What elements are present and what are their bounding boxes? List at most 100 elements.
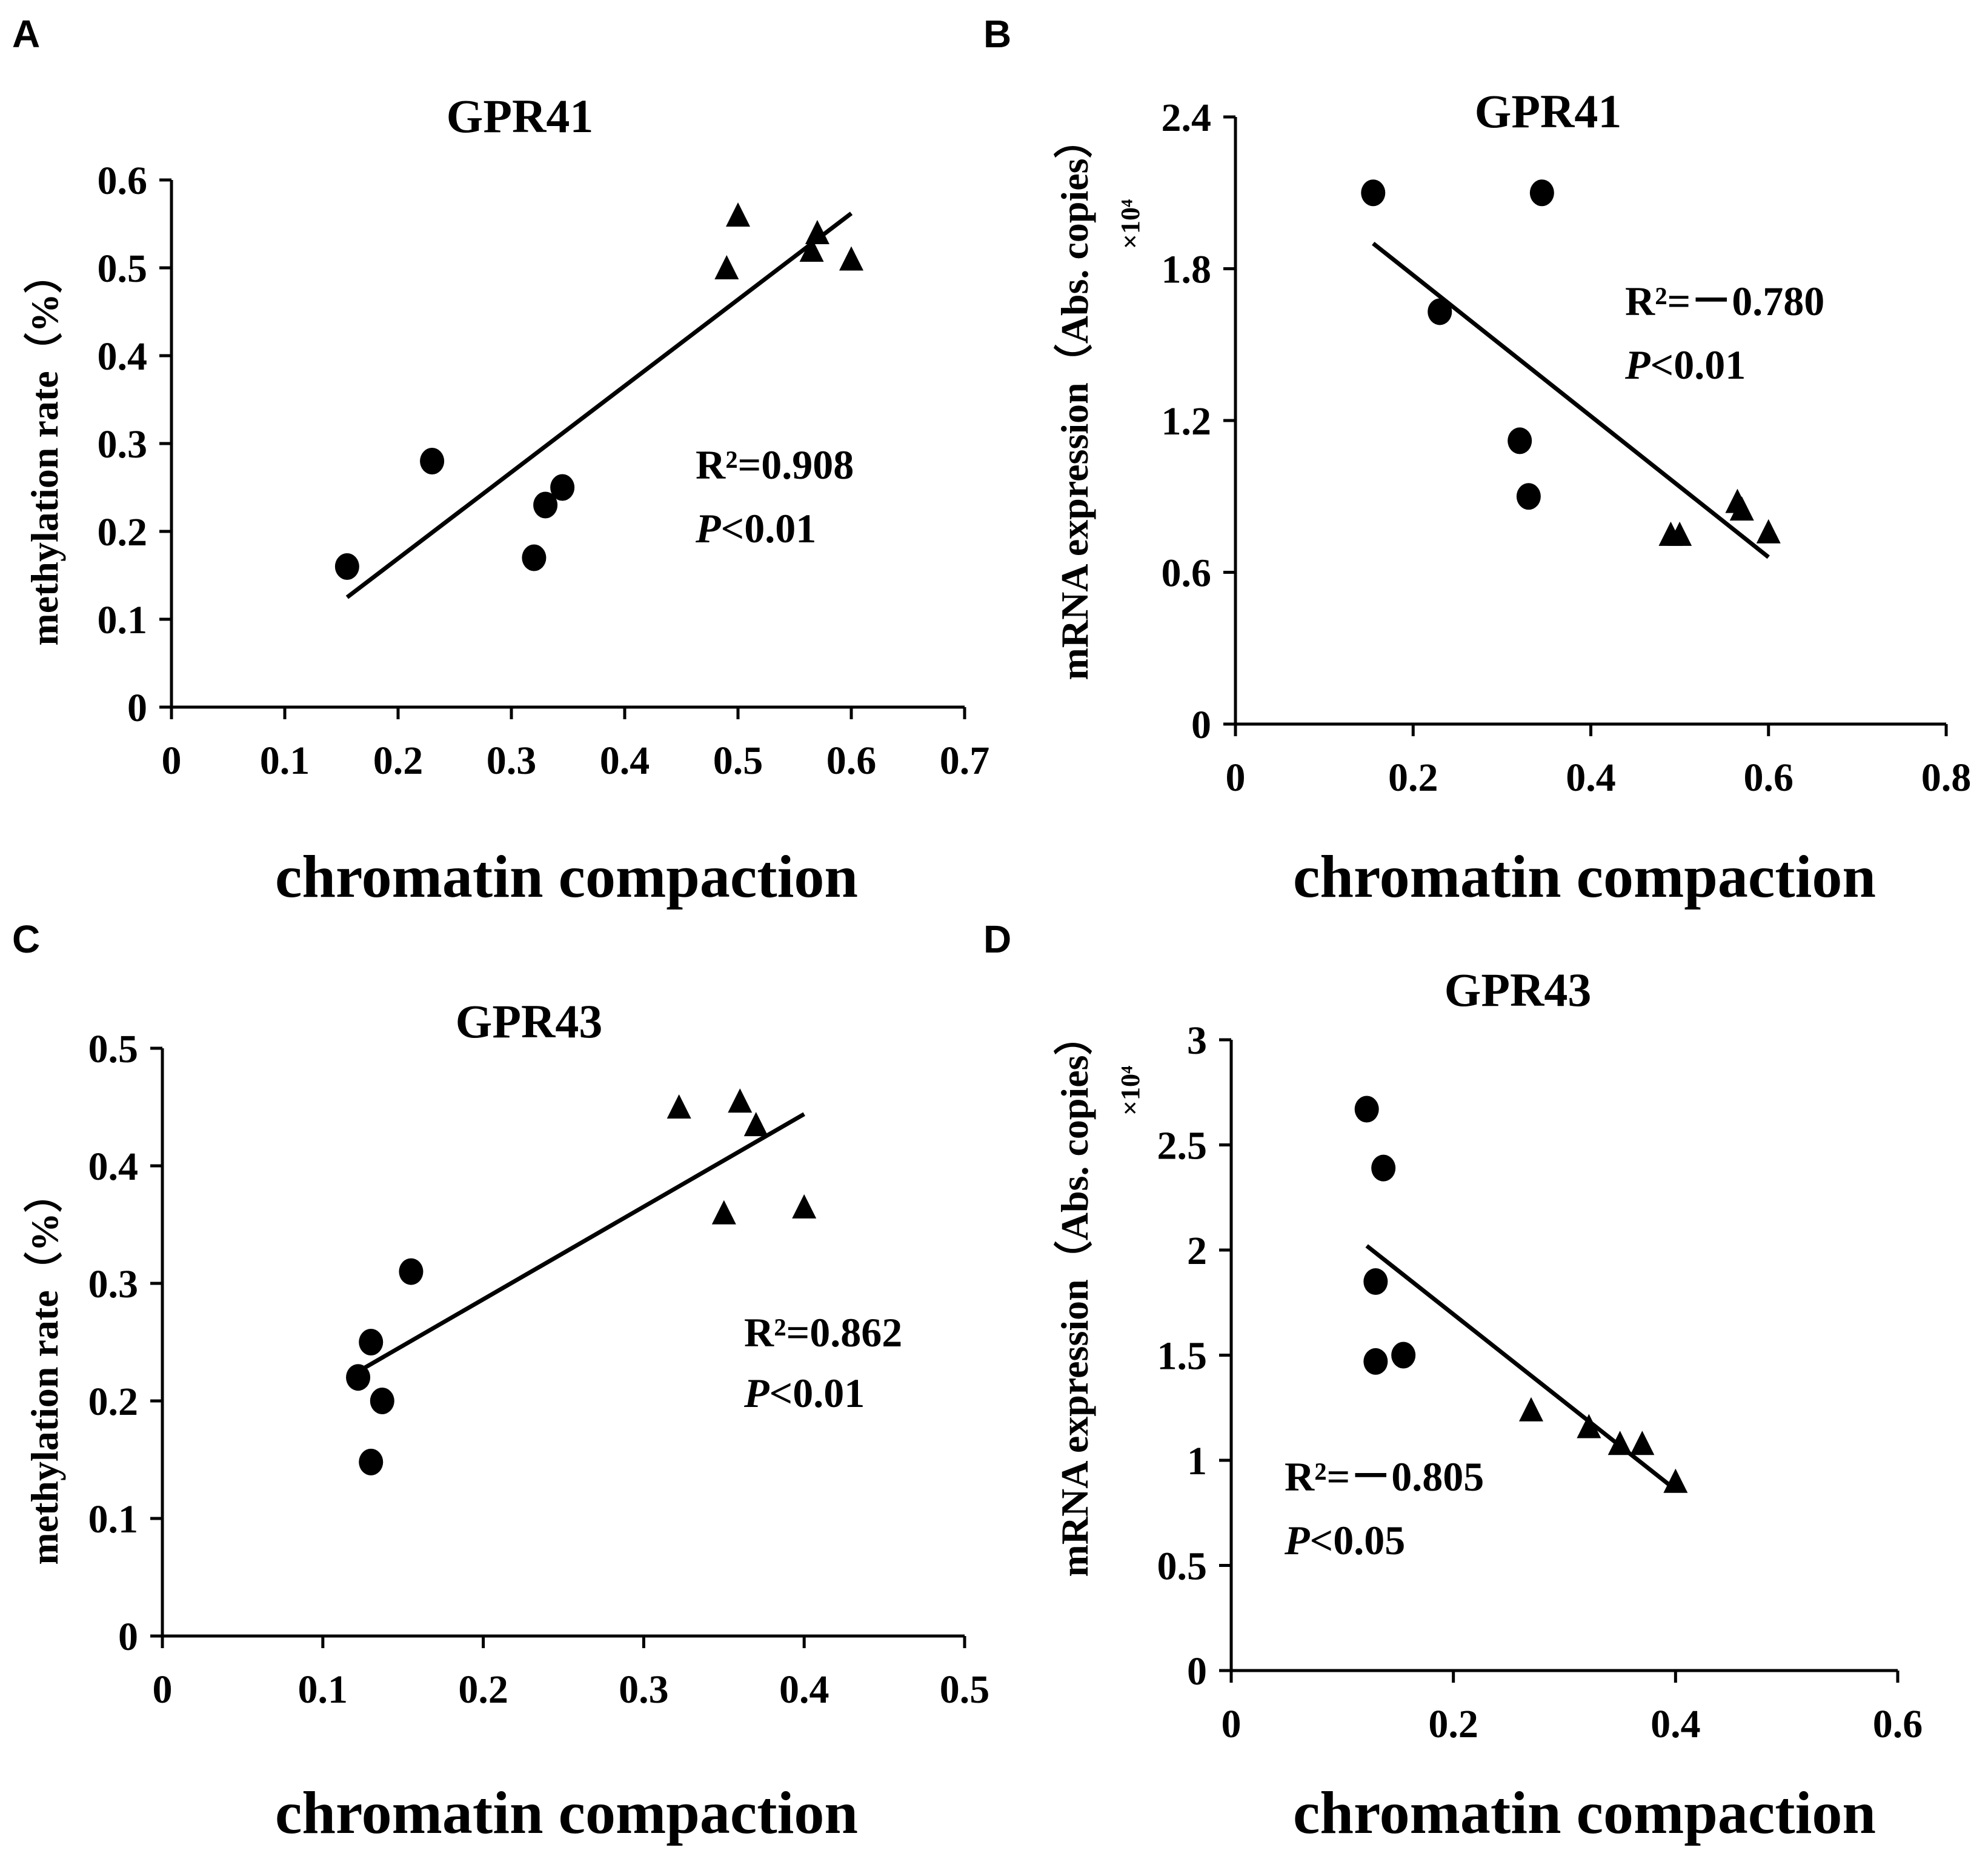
data-point-circle xyxy=(522,544,547,571)
chart-title: GPR41 xyxy=(447,90,594,142)
data-point-triangle xyxy=(1577,1414,1601,1438)
p-threshold: <0.01 xyxy=(721,505,817,551)
panel-letter-c: C xyxy=(12,917,40,961)
data-point-circle xyxy=(359,1448,384,1475)
x-tick-label: 0.4 xyxy=(1566,756,1616,800)
plot-area: 0 0.2 0.4 0.6 0 0.5 1 1.5 2 2.5 3 xyxy=(1157,1019,1923,1746)
y-tick-label: 0.4 xyxy=(98,334,148,379)
panel-letter-b: B xyxy=(983,12,1011,56)
y-tick-label: 1.5 xyxy=(1157,1334,1208,1378)
y-tick-label: 0.6 xyxy=(1162,551,1212,596)
y-tick-label: 1.8 xyxy=(1162,248,1212,292)
p-symbol: P xyxy=(695,505,721,551)
plot-area: 0 0.2 0.4 0.6 0.8 0 0.6 1.2 1.8 2.4 xyxy=(1162,96,1972,800)
data-point-triangle xyxy=(1663,1468,1688,1493)
data-point-triangle xyxy=(799,238,824,262)
y-tick-label: 3 xyxy=(1187,1019,1207,1063)
r-squared-annotation: R²=－0.805 xyxy=(1285,1454,1484,1500)
data-point-circle xyxy=(1361,179,1386,207)
x-tick-label: 0.1 xyxy=(260,739,310,783)
panel-c: C GPR43 chromatin compaction methylation… xyxy=(12,917,989,1846)
data-point-triangle xyxy=(792,1194,817,1219)
y-tick-label: 0 xyxy=(1187,1649,1207,1694)
data-point-triangle xyxy=(1729,496,1754,521)
y-axis-label: mRNA expression（Abs. copies） xyxy=(1053,119,1096,680)
x-axis-label: chromatin compaction xyxy=(275,1779,858,1846)
data-point-triangle xyxy=(1756,519,1781,544)
x-tick-label: 0.4 xyxy=(1651,1702,1701,1746)
data-point-triangle xyxy=(1667,521,1692,546)
data-point-triangle xyxy=(728,1088,753,1113)
x-tick-label: 0 xyxy=(153,1668,173,1712)
x-tick-label: 0 xyxy=(1226,756,1246,800)
panel-b: B GPR41 chromatin compaction mRNA expres… xyxy=(983,12,1971,910)
p-value-annotation: P<0.01 xyxy=(695,505,816,551)
chart-title: GPR43 xyxy=(456,995,603,1048)
y-axis-label: mRNA expression（Abs. copies） xyxy=(1053,1016,1096,1577)
x-tick-label: 0.2 xyxy=(1428,1702,1478,1746)
data-point-circle xyxy=(346,1364,371,1391)
y-tick-label: 0 xyxy=(118,1615,138,1659)
x-tick-label: 0 xyxy=(1222,1702,1242,1746)
x-tick-label: 0.5 xyxy=(940,1668,990,1712)
panel-a: A GPR41 chromatin compaction methylation… xyxy=(12,12,989,910)
y-tick-label: 0.2 xyxy=(88,1380,139,1424)
data-point-circle xyxy=(1391,1342,1416,1369)
data-point-circle xyxy=(399,1258,424,1285)
data-point-circle xyxy=(1363,1268,1388,1295)
data-point-circle xyxy=(533,491,558,519)
y-tick-label: 0.5 xyxy=(1157,1545,1208,1589)
data-point-triangle xyxy=(726,202,750,227)
y-tick-label: 0.2 xyxy=(98,510,148,554)
r-squared-annotation: R²=－0.780 xyxy=(1625,278,1824,324)
y-tick-label: 2.4 xyxy=(1162,96,1212,140)
regression-line xyxy=(1372,242,1770,559)
data-point-circle xyxy=(370,1388,394,1414)
y-tick-label: 2 xyxy=(1187,1229,1207,1273)
plot-area: 0 0.1 0.2 0.3 0.4 0.5 0 0.1 0.2 0.3 0.4 0.5 xyxy=(88,1027,990,1712)
p-threshold: <0.05 xyxy=(1310,1517,1406,1563)
x-tick-label: 0 xyxy=(162,739,182,783)
y-tick-label: 0.1 xyxy=(88,1497,139,1541)
y-tick-label: 2.5 xyxy=(1157,1124,1208,1168)
data-point-triangle xyxy=(1519,1397,1543,1422)
data-point-circle xyxy=(420,448,445,474)
x-tick-label: 0.2 xyxy=(1388,756,1438,800)
p-value-annotation: P<0.01 xyxy=(743,1370,865,1416)
data-point-circle xyxy=(1354,1096,1379,1123)
panel-d: D GPR43 chromatin compaction mRNA expres… xyxy=(983,917,1923,1846)
regression-line xyxy=(345,211,853,599)
regression-line xyxy=(357,1112,805,1374)
p-threshold: <0.01 xyxy=(1651,342,1746,388)
x-tick-label: 0.3 xyxy=(487,739,537,783)
data-point-triangle xyxy=(1607,1431,1632,1455)
x-tick-label: 0.6 xyxy=(1744,756,1794,800)
x-tick-label: 0.3 xyxy=(619,1668,669,1712)
r-squared-annotation: R²=0.908 xyxy=(696,442,854,488)
data-point-circle xyxy=(1508,427,1532,454)
y-tick-label: 0.4 xyxy=(88,1145,139,1189)
plot-area: 0 0.1 0.2 0.3 0.4 0.5 0.6 0.7 0 0.1 0.2 0.3 0.4 0.5 0.… xyxy=(98,159,990,783)
x-tick-label: 0.8 xyxy=(1921,756,1972,800)
x-axis-label: chromatin compaction xyxy=(1293,843,1876,910)
y-multiplier-label: ×10⁴ xyxy=(1115,199,1145,249)
y-tick-label: 0.6 xyxy=(98,159,148,203)
data-point-circle xyxy=(1371,1154,1396,1182)
data-point-triangle xyxy=(711,1200,736,1225)
x-axis-label: chromatin compaction xyxy=(1293,1779,1876,1846)
x-tick-label: 0.4 xyxy=(600,739,650,783)
data-point-circle xyxy=(1428,298,1452,325)
data-point-circle xyxy=(1516,483,1541,510)
data-point-circle xyxy=(1529,179,1554,207)
panel-letter-d: D xyxy=(983,917,1011,961)
y-tick-label: 0.3 xyxy=(98,422,148,467)
data-point-triangle xyxy=(667,1094,691,1119)
x-tick-label: 0.5 xyxy=(713,739,763,783)
p-value-annotation: P<0.01 xyxy=(1624,342,1746,388)
x-tick-label: 0.2 xyxy=(458,1668,508,1712)
p-threshold: <0.01 xyxy=(770,1370,865,1416)
x-tick-label: 0.7 xyxy=(940,739,990,783)
y-tick-label: 0 xyxy=(1191,703,1211,747)
y-tick-label: 1.2 xyxy=(1162,399,1212,444)
data-point-circle xyxy=(359,1329,384,1355)
